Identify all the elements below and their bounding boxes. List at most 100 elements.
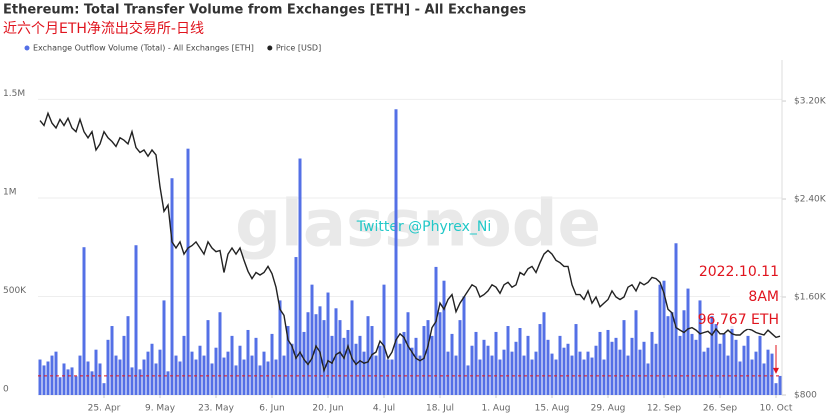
y-tick-label: 1.5M [3,89,25,99]
bar [654,343,658,395]
bar [674,243,678,395]
bar [346,329,350,395]
bar [254,337,258,395]
bar [770,353,774,395]
bar [414,337,418,395]
bar [750,359,754,395]
bar [622,320,626,395]
bar [474,331,478,395]
bar [94,349,98,395]
bar [178,361,182,395]
x-tick-label: 29. Aug [591,404,626,414]
bar [434,266,438,395]
bar [190,351,194,395]
bar [306,312,310,395]
legend-marker [267,45,273,51]
bar [418,355,422,395]
bar [706,347,710,395]
bar [142,359,146,395]
bar [578,351,582,395]
bar [286,326,290,395]
bar [602,359,606,395]
annotation: 2022.10.11 [699,264,779,280]
bar [358,335,362,395]
x-tick-label: 25. Apr [88,404,121,414]
bar [698,300,702,395]
bar [334,308,338,395]
bar [738,361,742,395]
bar [742,345,746,395]
bar [42,365,46,395]
bar [298,158,302,395]
bar [746,335,750,395]
bar [666,316,670,395]
bar [754,351,758,395]
bar [422,326,426,395]
bar [182,335,186,395]
bar [574,324,578,395]
bar [238,345,242,395]
bar [494,331,498,395]
bar [694,339,698,395]
chart-subtitle: 近六个月ETH净流出交易所-日线 [3,20,204,37]
bar [330,335,334,395]
credit: Twitter @Phyrex_Ni [356,219,491,235]
bar [338,320,342,395]
y-tick-label: 500K [3,286,27,296]
annotation-bg [730,288,780,306]
bar [102,383,106,395]
bar [446,351,450,395]
bar [726,355,730,395]
bar [46,361,50,395]
bar [618,349,622,395]
bar [478,359,482,395]
bar [718,343,722,395]
bar [598,331,602,395]
x-tick-label: 20. Jun [312,404,343,414]
bar [530,359,534,395]
bar [426,320,430,395]
bar [202,355,206,395]
legend-marker [24,45,30,51]
bar [766,349,770,395]
bar [314,314,318,395]
annotation-bg [730,263,780,281]
bar [470,345,474,395]
bar [274,359,278,395]
bar [126,316,130,395]
bar [402,331,406,395]
bar [586,351,590,395]
bar [570,355,574,395]
bar [594,345,598,395]
bar [506,326,510,395]
chart-title: Ethereum: Total Transfer Volume from Exc… [3,3,526,18]
bar [454,355,458,395]
y-tick-label: 1M [3,187,17,197]
bar [62,363,66,395]
bar [646,363,650,395]
bar [386,359,390,395]
y2-tick-label: $3.20K [794,97,827,107]
bar [70,367,74,395]
bar [534,351,538,395]
annotation: 8AM [748,289,779,305]
bar [410,347,414,395]
bar [546,339,550,395]
bar [486,345,490,395]
bar [670,312,674,395]
bar [510,351,514,395]
bar [230,335,234,395]
x-tick-label: 18. Jul [426,404,454,414]
bar [214,347,218,395]
bar [186,148,190,395]
bar [226,351,230,395]
bar [210,363,214,395]
bar [322,320,326,395]
bar [262,351,266,395]
bar [146,351,150,395]
y2-tick-label: $800 [794,391,817,401]
bar [438,312,442,395]
x-tick-label: 12. Sep [647,404,681,414]
price-line [39,111,781,373]
bar [514,341,518,395]
